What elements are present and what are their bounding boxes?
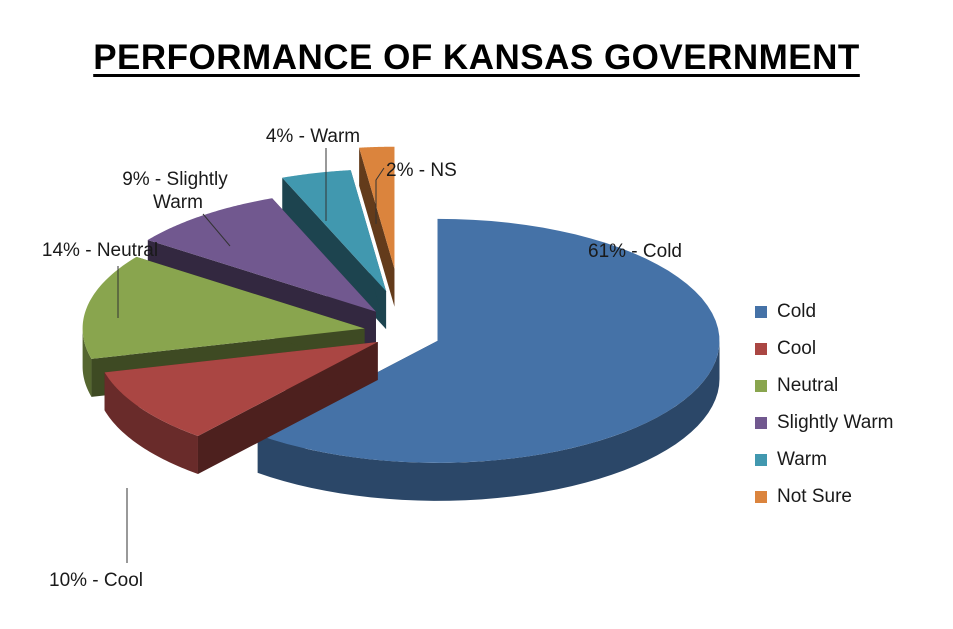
- slice-cool: [104, 342, 378, 475]
- data-label-line: Warm: [153, 192, 203, 213]
- chart-title: PERFORMANCE OF KANSAS GOVERNMENT: [93, 38, 860, 77]
- pie-slices: [82, 146, 720, 501]
- slice-top: [147, 198, 376, 312]
- legend-item-not-sure: Not Sure: [755, 478, 893, 515]
- slice-not-sure: [359, 146, 395, 307]
- data-label-slightly-warm: 9% - Slightly Warm: [122, 169, 228, 213]
- data-label-cold: 61% - Cold: [588, 241, 682, 262]
- legend-label: Cold: [777, 300, 817, 322]
- slice-top: [257, 218, 720, 463]
- legend: Cold Cool Neutral Slightly Warm Warm Not Sure: [755, 293, 893, 515]
- data-label-cool: 10% - Cool: [49, 570, 143, 591]
- data-label-warm: 4% - Warm: [266, 126, 360, 147]
- slice-top: [82, 256, 365, 359]
- slice-outer-wall: [104, 372, 198, 475]
- legend-item-slightly-warm: Slightly Warm: [755, 404, 893, 441]
- leader-line-slightly-warm: [202, 213, 231, 247]
- slice-outer-wall: [257, 340, 720, 501]
- slice-top: [282, 170, 387, 292]
- data-labels: 61% - Cold 10% - Cool 14% - Neutral 9% - Sl…: [42, 126, 682, 591]
- legend-label: Slightly Warm: [777, 411, 894, 433]
- data-label-not-sure: 2% - NS: [386, 160, 457, 181]
- legend-label: Neutral: [777, 374, 839, 396]
- legend-label: Not Sure: [777, 485, 852, 507]
- slice-top: [359, 146, 395, 269]
- legend-item-cold: Cold: [755, 293, 893, 330]
- data-label-line: 9% - Slightly: [122, 169, 228, 190]
- slice-warm: [282, 170, 387, 330]
- slice-top: [104, 342, 378, 437]
- leader-lines: [117, 148, 385, 563]
- legend-swatch: [755, 416, 767, 429]
- slice-side-wall: [282, 177, 387, 330]
- legend-label: Cool: [777, 337, 817, 359]
- legend-swatch: [755, 379, 767, 392]
- legend-swatch: [755, 490, 767, 503]
- legend-swatch: [755, 342, 767, 355]
- legend-swatch: [755, 453, 767, 466]
- slice-cold: [257, 218, 720, 501]
- slice-side-wall: [359, 147, 395, 307]
- slice-outer-wall: [82, 328, 92, 397]
- legend-item-warm: Warm: [755, 441, 893, 478]
- leader-line-not-sure: [375, 167, 385, 224]
- legend-label: Warm: [777, 448, 827, 470]
- legend-swatch: [755, 305, 767, 318]
- legend-item-cool: Cool: [755, 330, 893, 367]
- legend-item-neutral: Neutral: [755, 367, 893, 404]
- data-label-neutral: 14% - Neutral: [42, 240, 158, 261]
